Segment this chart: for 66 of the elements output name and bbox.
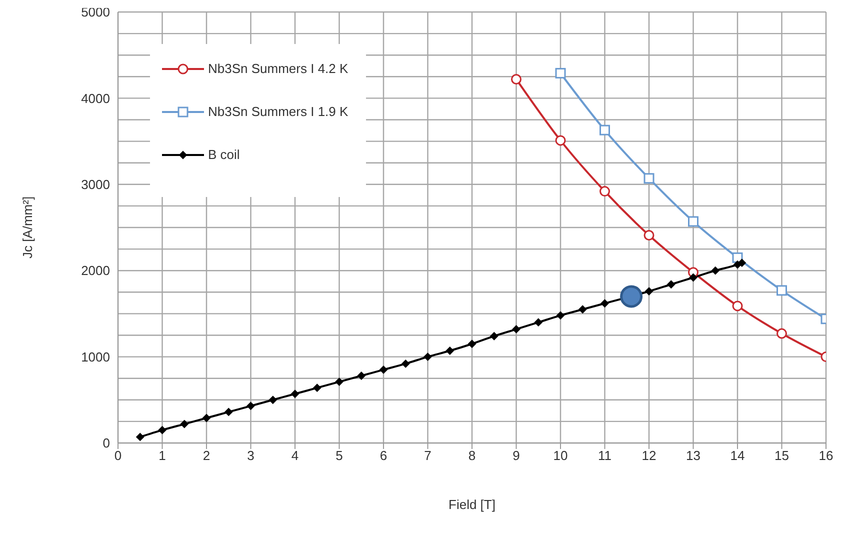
legend-label: Nb3Sn Summers I 1.9 K (208, 104, 348, 119)
point (555, 68, 566, 78)
x-tick-label: 13 (686, 448, 700, 464)
point (202, 414, 210, 422)
x-tick-label: 10 (553, 448, 568, 464)
x-tick-label: 9 (512, 448, 520, 464)
point (224, 408, 233, 416)
point (313, 384, 322, 392)
x-tick-label: 4 (291, 448, 299, 464)
x-tick-label: 8 (468, 448, 476, 464)
point (511, 74, 522, 84)
point (291, 390, 299, 398)
y-axis-title: Jc [A/mm²] (20, 196, 35, 259)
point (268, 396, 277, 404)
y-tick-label: 0 (102, 436, 110, 451)
point (732, 300, 743, 312)
x-axis-title: Field [T] (448, 497, 496, 512)
y-tick-label: 4000 (81, 90, 110, 106)
point (446, 346, 454, 355)
x-tick-label: 12 (642, 448, 656, 464)
point (556, 311, 564, 320)
point (180, 420, 188, 428)
x-tick-label: 3 (247, 448, 254, 464)
point (645, 287, 653, 296)
point (600, 186, 610, 197)
point (644, 173, 654, 184)
y-tick-label: 1000 (81, 349, 110, 364)
x-tick-label: 16 (818, 448, 834, 464)
x-tick-label: 14 (730, 448, 745, 464)
point (600, 299, 609, 308)
point (620, 285, 643, 308)
point (776, 328, 787, 339)
point (512, 325, 520, 334)
x-tick-label: 7 (424, 448, 432, 464)
point (335, 378, 344, 386)
y-tick-label: 3000 (81, 177, 110, 192)
point (468, 340, 476, 348)
x-tick-label: 1 (158, 448, 166, 464)
point (555, 135, 566, 146)
point (667, 280, 676, 288)
point (380, 366, 388, 374)
point (644, 230, 654, 241)
point (402, 360, 410, 368)
legend-label: Nb3Sn Summers I 4.2 K (208, 61, 348, 76)
point (600, 124, 610, 136)
legend-label: B coil (208, 147, 240, 162)
point (738, 258, 746, 267)
point (246, 402, 255, 410)
point (136, 432, 144, 441)
point (689, 273, 698, 282)
x-tick-label: 11 (598, 448, 612, 464)
point (357, 372, 366, 380)
x-tick-label: 0 (114, 448, 122, 464)
point (578, 305, 587, 314)
point (424, 352, 432, 361)
x-tick-label: 2 (202, 448, 210, 464)
point (534, 318, 542, 326)
point (776, 285, 787, 296)
x-tick-label: 6 (380, 448, 388, 464)
point (688, 216, 698, 227)
x-tick-label: 15 (774, 448, 789, 464)
point (711, 266, 720, 275)
point (490, 332, 498, 340)
point (158, 426, 166, 434)
y-tick-label: 2000 (81, 263, 110, 278)
x-tick-label: 5 (336, 448, 343, 464)
